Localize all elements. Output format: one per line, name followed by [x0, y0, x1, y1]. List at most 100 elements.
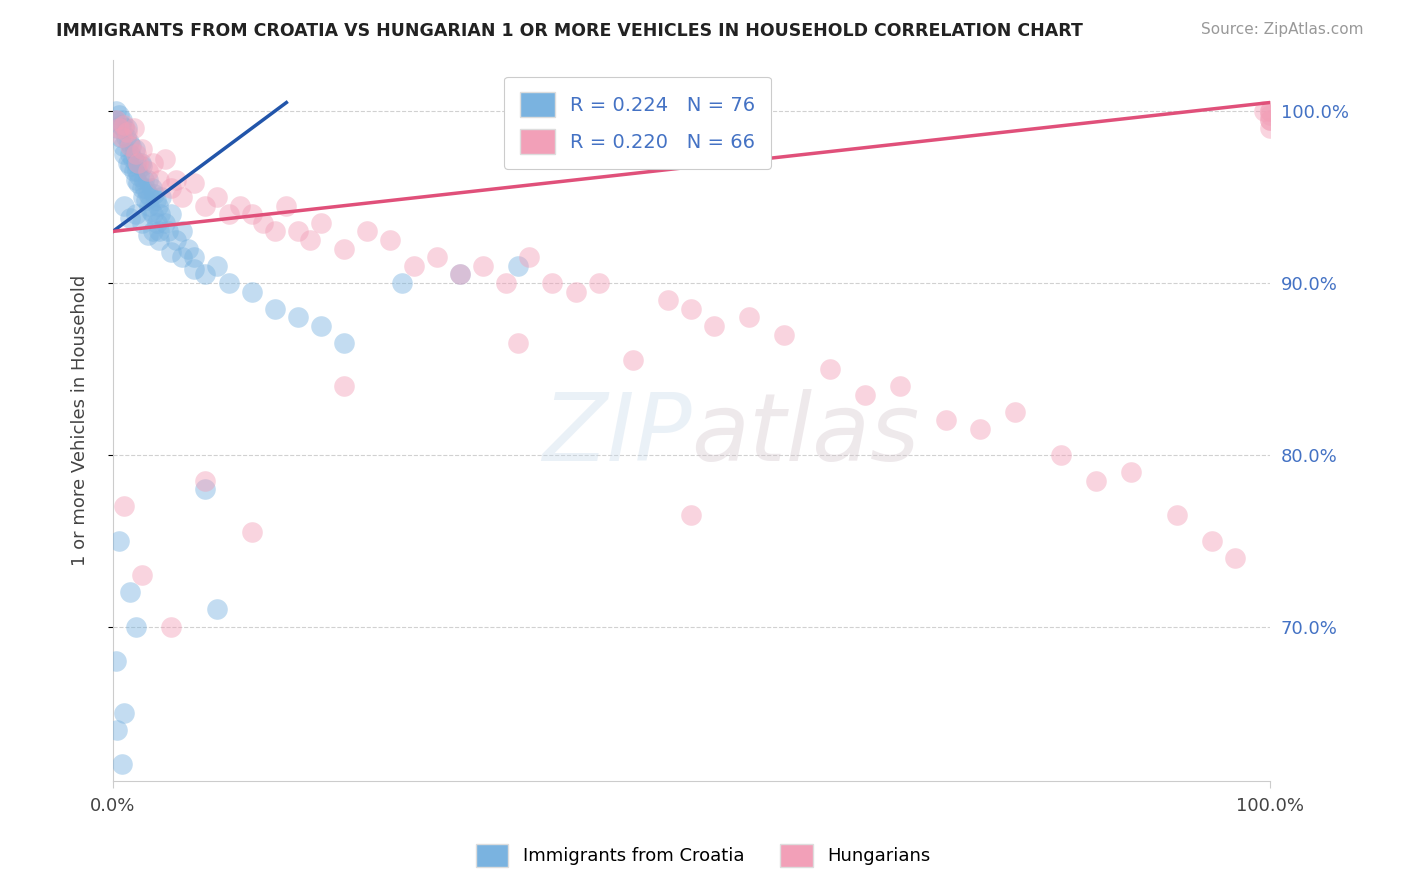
Point [1223, 550, 1246, 565]
Point [131, 568, 153, 582]
Point [1050, 448, 1073, 462]
Point [333, 379, 356, 393]
Point [120, 138, 142, 153]
Point [112, 500, 135, 514]
Point [138, 199, 160, 213]
Point [139, 190, 162, 204]
Point [1085, 474, 1108, 488]
Point [136, 186, 159, 201]
Point [143, 186, 166, 201]
Point [183, 250, 205, 264]
Point [108, 130, 131, 145]
Point [134, 181, 156, 195]
Point [111, 112, 134, 127]
Point [112, 147, 135, 161]
Point [1258, 121, 1281, 136]
Point [104, 112, 127, 127]
Point [125, 173, 148, 187]
Point [172, 250, 194, 264]
Point [309, 216, 332, 230]
Point [120, 211, 142, 225]
Point [1258, 104, 1281, 119]
Point [142, 155, 165, 169]
Point [172, 224, 194, 238]
Point [131, 216, 153, 230]
Point [146, 199, 169, 213]
Point [263, 301, 285, 316]
Point [125, 207, 148, 221]
Point [205, 259, 228, 273]
Point [115, 121, 138, 136]
Point [1166, 508, 1188, 522]
Point [149, 207, 172, 221]
Point [105, 654, 128, 668]
Point [132, 190, 155, 204]
Point [141, 181, 163, 195]
Point [194, 199, 217, 213]
Point [131, 159, 153, 173]
Point [136, 164, 159, 178]
Text: Source: ZipAtlas.com: Source: ZipAtlas.com [1201, 22, 1364, 37]
Point [128, 169, 150, 184]
Point [132, 173, 155, 187]
Point [127, 177, 149, 191]
Point [118, 135, 141, 149]
Point [114, 130, 136, 145]
Point [112, 199, 135, 213]
Point [111, 757, 134, 772]
Point [391, 276, 413, 290]
Point [146, 216, 169, 230]
Point [120, 138, 142, 153]
Point [150, 190, 173, 204]
Point [136, 227, 159, 242]
Point [1258, 107, 1281, 121]
Point [1119, 465, 1142, 479]
Point [426, 250, 449, 264]
Point [153, 216, 176, 230]
Point [506, 336, 529, 351]
Point [117, 155, 139, 169]
Point [889, 379, 911, 393]
Point [240, 285, 263, 299]
Point [1258, 112, 1281, 127]
Point [112, 118, 135, 132]
Point [157, 224, 180, 238]
Point [935, 413, 957, 427]
Point [166, 173, 188, 187]
Point [148, 233, 170, 247]
Point [124, 142, 146, 156]
Point [681, 508, 703, 522]
Point [205, 190, 228, 204]
Point [402, 259, 425, 273]
Point [588, 276, 610, 290]
Point [623, 353, 645, 368]
Point [309, 318, 332, 333]
Point [1258, 112, 1281, 127]
Point [218, 276, 240, 290]
Point [159, 207, 181, 221]
Point [139, 203, 162, 218]
Point [127, 155, 149, 169]
Point [495, 276, 517, 290]
Point [107, 723, 129, 737]
Point [107, 121, 129, 136]
Point [969, 422, 991, 436]
Point [194, 474, 217, 488]
Point [356, 224, 378, 238]
Point [472, 259, 495, 273]
Point [107, 107, 129, 121]
Point [276, 199, 298, 213]
Legend: Immigrants from Croatia, Hungarians: Immigrants from Croatia, Hungarians [468, 837, 938, 874]
Point [738, 310, 761, 325]
Legend: R = 0.224   N = 76, R = 0.220   N = 66: R = 0.224 N = 76, R = 0.220 N = 66 [505, 77, 770, 169]
Point [166, 233, 188, 247]
Point [111, 130, 134, 145]
Point [333, 242, 356, 256]
Point [772, 327, 794, 342]
Point [517, 250, 540, 264]
Point [240, 525, 263, 540]
Point [681, 301, 703, 316]
Y-axis label: 1 or more Vehicles in Household: 1 or more Vehicles in Household [72, 275, 89, 566]
Point [142, 224, 165, 238]
Point [125, 155, 148, 169]
